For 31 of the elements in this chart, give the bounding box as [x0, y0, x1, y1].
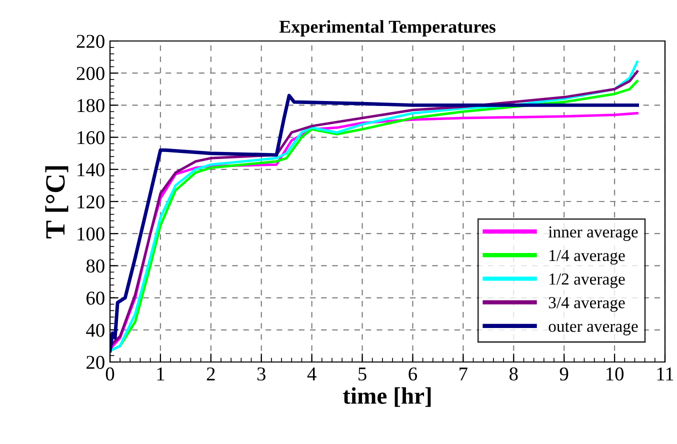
y-tick-label: 200 — [76, 66, 104, 80]
legend-label: inner average — [548, 226, 638, 241]
x-tick-label: 3 — [257, 367, 266, 381]
legend-label: 1/4 average — [550, 250, 625, 265]
y-tick-label: 40 — [86, 324, 104, 337]
y-tick-label: 220 — [76, 34, 104, 48]
y-tick-label: 180 — [78, 99, 104, 112]
x-tick-label: 10 — [606, 367, 624, 381]
y-axis-title: T [°C] — [45, 166, 68, 238]
x-tick-label: 2 — [206, 367, 215, 380]
x-tick-label: 7 — [460, 368, 468, 380]
y-tick-label: 120 — [78, 195, 104, 208]
x-tick-label: 4 — [307, 368, 316, 380]
x-tick-label: 8 — [510, 367, 518, 381]
legend-label: outer average — [548, 322, 638, 336]
y-tick-label: 100 — [78, 227, 104, 241]
x-tick-label: 0 — [106, 367, 114, 381]
legend-label: 1/2 average — [550, 274, 625, 288]
chart-title: Experimental Temperatures — [279, 20, 496, 37]
x-tick-label: 5 — [358, 368, 366, 381]
x-tick-label: 11 — [657, 368, 674, 380]
y-tick-label: 140 — [78, 163, 104, 176]
x-tick-label: 6 — [408, 367, 418, 381]
y-tick-label: 60 — [86, 292, 104, 305]
x-axis-title: time [hr] — [342, 387, 431, 407]
y-tick-label: 20 — [86, 356, 104, 369]
x-tick-label: 1 — [157, 368, 164, 380]
x-tick-label: 9 — [560, 367, 568, 381]
y-tick-label: 160 — [78, 131, 104, 144]
y-tick-label: 80 — [86, 260, 104, 273]
legend-label: 3/4 average — [548, 297, 625, 312]
